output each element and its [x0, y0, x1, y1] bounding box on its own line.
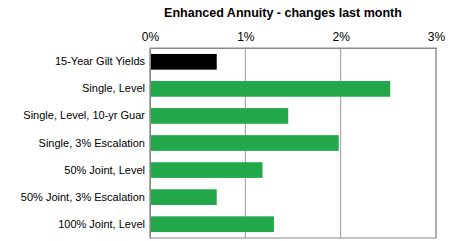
y-tick: 100% Joint, Level	[58, 218, 150, 230]
grid-line	[436, 48, 437, 238]
category-label: 50% Joint, 3% Escalation	[21, 191, 145, 203]
category-label: Single, Level, 10-yr Guar	[23, 109, 145, 121]
x-tick-label: 0%	[142, 30, 160, 44]
bar	[150, 216, 274, 232]
category-label: 50% Joint, Level	[64, 164, 145, 176]
x-tick-label: 3%	[428, 30, 446, 44]
grid	[150, 48, 436, 238]
category-label: Single, 3% Escalation	[39, 137, 145, 149]
y-tick: 50% Joint, Level	[64, 164, 150, 176]
category-label: 15-Year Gilt Yields	[55, 55, 146, 67]
bar	[150, 81, 390, 97]
bar	[150, 135, 339, 151]
x-tick: 3%	[428, 30, 446, 48]
grid-line	[340, 48, 341, 238]
y-tick: 50% Joint, 3% Escalation	[21, 191, 150, 203]
bar	[150, 162, 262, 178]
y-tick: Single, Level	[82, 82, 150, 94]
y-tick: Single, 3% Escalation	[39, 137, 150, 149]
x-tick: 2%	[332, 30, 350, 48]
plot-frame	[150, 48, 436, 238]
x-axis-line	[151, 48, 437, 49]
grid-line	[150, 48, 151, 238]
bar	[150, 54, 217, 70]
category-label: 100% Joint, Level	[58, 218, 145, 230]
x-axis: 0% 1% 2% 3%	[142, 30, 446, 49]
y-tick: 15-Year Gilt Yields	[55, 55, 150, 67]
y-axis: 15-Year Gilt Yields Single, Level Single, …	[21, 49, 151, 239]
bar	[150, 189, 217, 205]
x-tick: 1%	[237, 30, 255, 48]
x-tick-label: 1%	[237, 30, 255, 44]
chart: Enhanced Annuity - changes last month 0% 1…	[0, 0, 450, 241]
x-tick: 0%	[142, 30, 160, 48]
bar	[150, 108, 288, 124]
y-axis-line	[150, 49, 151, 239]
title: Enhanced Annuity - changes last month	[164, 6, 402, 20]
category-label: Single, Level	[82, 82, 145, 94]
y-tick: Single, Level, 10-yr Guar	[23, 109, 150, 121]
bars	[150, 54, 390, 232]
x-tick-label: 2%	[332, 30, 350, 44]
